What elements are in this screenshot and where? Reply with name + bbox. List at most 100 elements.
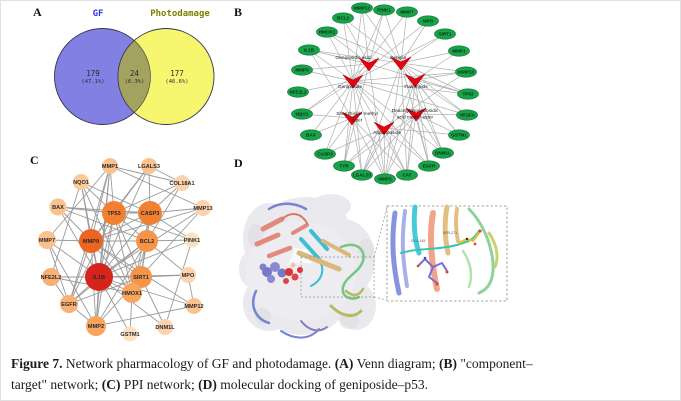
network-edge [301,80,354,115]
caption-segment: Venn diagram; [353,356,440,371]
ppi-edge [46,165,111,241]
ppi-node-label: LGALS3 [138,164,160,170]
network-edge [301,63,370,115]
component-node-label: Asperuloside [373,130,401,136]
target-node-label: LGALS3 [353,173,372,178]
target-node [300,129,322,141]
ppi-node-label: MMP2 [88,324,104,330]
network-edge [351,117,408,176]
component-node-as [373,121,395,136]
ppi-edge [109,165,183,184]
ppi-node-label: NFE2L2 [41,275,62,281]
ppi-edge [113,212,193,241]
network-edge [384,62,402,180]
target-node-label: MPO [423,19,434,24]
venn-overlap-count: 24 [130,69,140,78]
network-edge [324,117,353,155]
target-node-label: BAX [306,133,317,138]
target-node-label: CASP3 [317,152,333,157]
caption-panel-a-ref: (A) [334,356,354,371]
ppi-node [86,316,106,336]
target-node [314,148,336,160]
target-node-label: CAT [402,173,411,178]
network-edge [414,79,468,116]
ppi-node [122,283,142,303]
target-node [287,86,309,98]
network-edge [308,49,353,119]
venn-overlap-pct: (6.3%) [125,79,145,85]
ppi-edge [95,165,111,327]
network-edge [343,127,385,167]
ppi-node [102,201,126,225]
network-edge [406,113,417,176]
ppi-edge [46,239,97,327]
network-edge [352,9,385,82]
residue-label-2: SER-271 [443,231,458,235]
network-edge [361,62,402,176]
ppi-node [73,174,89,190]
ppi-edge [113,182,183,214]
target-node-label: IL1B [304,48,315,53]
caption-segment: target" network; [11,377,102,392]
target-node-label: SIRT1 [438,32,451,37]
ppi-node [138,201,162,225]
ppi-node [180,267,196,283]
ppi-node-label: MMP1 [102,164,118,170]
network-edge [342,17,354,82]
network-edge [415,113,444,154]
ppi-node [174,175,190,191]
network-edge [324,80,354,155]
target-node-label: GSTM1 [451,133,467,138]
network-edge [400,62,468,116]
network-edge [352,20,429,82]
component-node-gp [390,56,412,71]
caption-segment: molecular docking of geniposide–p53. [216,377,428,392]
network-edge [400,62,408,176]
network-edge [352,80,444,154]
target-node-label: MMP1 [452,49,466,54]
venn-left-pct: (47.1%) [81,79,104,85]
molecular-docking: GLU-145 SER-271 [239,194,508,339]
target-node-label: EGFR [423,164,436,169]
target-node [396,6,418,18]
network-edge [361,7,402,64]
component-node-gs [342,74,364,89]
ppi-edge [80,181,133,294]
ppi-edge [68,212,115,305]
venn-diagram: GF Photodamage 179 (47.1%) 24 (6.3%) 177… [54,9,215,125]
ppi-node-label: EGFR [61,302,77,308]
ppi-node-label: MMP9 [83,239,99,245]
target-node [396,169,418,181]
ppi-edge [90,165,111,242]
ppi-node [79,229,103,253]
ppi-edge [50,181,82,278]
ppi-node-label: CASP3 [141,211,160,217]
ppi-node [184,232,200,248]
target-node-label: VEGFA [459,113,475,118]
ppi-node-label: COL18A1 [169,181,194,187]
component-node-label: Genipin [390,55,407,61]
target-node [432,147,454,159]
ppi-node-label: BCL2 [140,239,155,245]
target-node [291,64,313,76]
target-node [373,4,395,16]
venn-left-title: GF [93,9,104,19]
network-edge [383,127,460,136]
target-node [417,15,439,27]
component-node-label: acid methyl ester [397,115,434,121]
target-node [434,28,456,40]
network-edge [301,63,370,71]
zoom-connector-bottom [373,296,388,301]
network-edge [361,7,370,65]
ppi-node-label: MMP12 [184,304,203,310]
component-node-label: Geniposidic acid [335,55,371,61]
ppi-node [38,231,56,249]
ppi-node [186,298,202,314]
network-edge [342,17,402,64]
target-node [332,12,354,24]
protein-ribbons [252,202,365,339]
venn-right-count: 177 [170,69,184,78]
ppi-node [49,198,67,216]
figure-caption: Figure 7. Network pharmacology of GF and… [11,353,668,395]
